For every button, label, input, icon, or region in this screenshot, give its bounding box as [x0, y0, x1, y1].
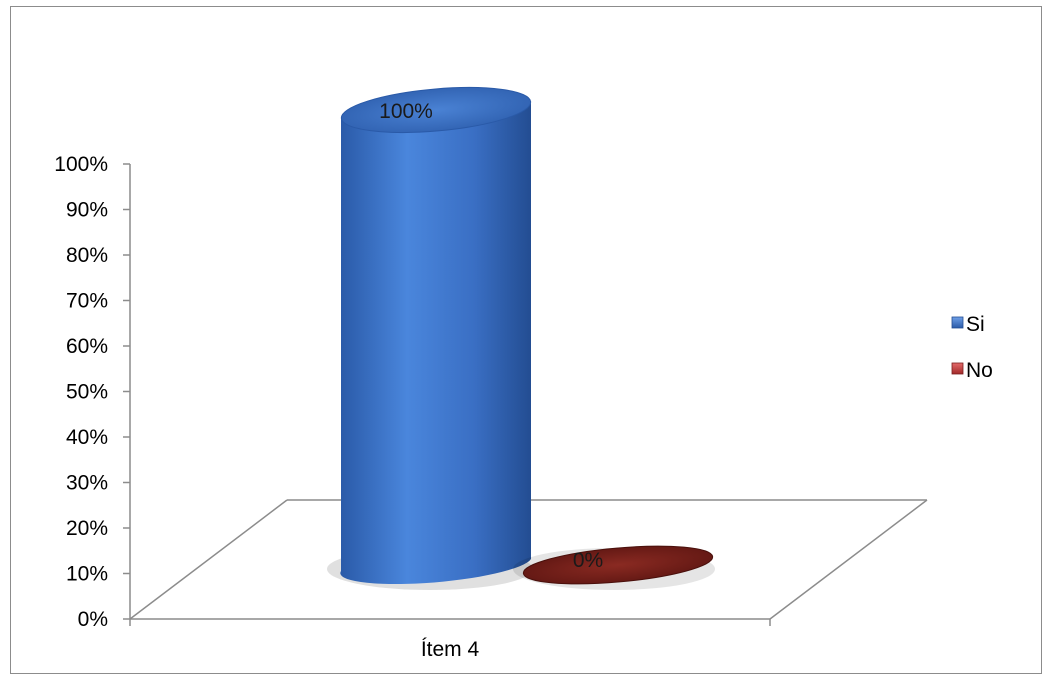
y-tick-label: 10% — [66, 563, 108, 586]
legend: Si No — [951, 313, 993, 382]
data-label-si: 100% — [379, 100, 433, 123]
y-tick-label: 70% — [66, 290, 108, 313]
floor-left-edge — [129, 499, 288, 620]
data-label-no: 0% — [573, 549, 603, 572]
x-category-label: Ítem 4 — [421, 638, 480, 661]
legend-item-si: Si — [951, 313, 985, 336]
y-tick-label: 0% — [78, 608, 108, 631]
legend-swatch-si — [951, 316, 964, 329]
y-tick-label: 20% — [66, 517, 108, 540]
y-ticks: 0% 10% 20% 30% 40% 50% 60% 70% 80% 90% 100% — [54, 153, 130, 631]
legend-swatch-no — [951, 362, 964, 375]
y-tick-label: 80% — [66, 244, 108, 267]
y-tick-label: 30% — [66, 472, 108, 495]
bar-body — [340, 102, 531, 585]
legend-item-no: No — [951, 359, 993, 382]
bars: 100% 0% — [327, 87, 715, 590]
bar-top — [340, 87, 532, 133]
y-tick-label: 50% — [66, 381, 108, 404]
bar-disc — [522, 545, 714, 585]
bar-no: 0% — [513, 545, 715, 590]
y-tick-label: 90% — [66, 199, 108, 222]
y-tick-label: 100% — [54, 153, 108, 176]
legend-label-si: Si — [966, 313, 985, 336]
y-tick-label: 60% — [66, 335, 108, 358]
legend-label-no: No — [966, 359, 993, 382]
y-tick-label: 40% — [66, 426, 108, 449]
bar-si: 100% — [327, 87, 533, 590]
floor-right-edge — [769, 499, 928, 620]
